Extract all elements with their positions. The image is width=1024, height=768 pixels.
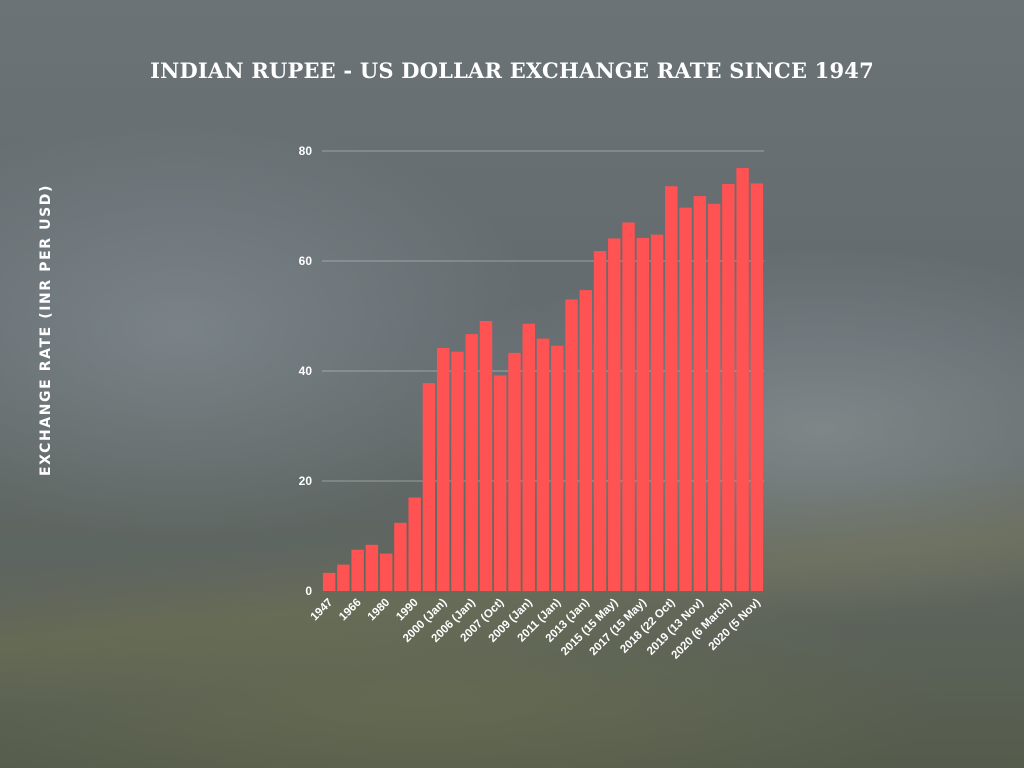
y-tick-label: 60 [299, 254, 313, 268]
x-tick-label: 1990 [394, 597, 421, 624]
y-tick-labels: 0 20 40 60 80 [299, 144, 313, 598]
bar [679, 207, 692, 591]
bar [465, 334, 478, 591]
bar [650, 234, 664, 591]
bar [408, 497, 421, 591]
bar [593, 251, 607, 591]
bar [722, 184, 735, 591]
x-tick-label: 1947 [309, 597, 336, 624]
bar [394, 522, 407, 591]
bar [608, 238, 621, 591]
bar [365, 544, 379, 591]
chart-title: INDIAN RUPEE - US DOLLAR EXCHANGE RATE S… [150, 58, 874, 83]
bar [351, 549, 364, 591]
bar [479, 320, 493, 591]
bar [436, 347, 450, 591]
bar [522, 323, 535, 591]
bar [750, 183, 764, 591]
bar [707, 203, 721, 592]
bar [736, 168, 749, 592]
bar [636, 237, 650, 591]
x-tick-label: 1980 [366, 597, 393, 624]
bar [379, 553, 393, 591]
bar [422, 383, 436, 591]
bar [622, 222, 635, 591]
y-tick-label: 20 [299, 474, 313, 488]
bar [565, 299, 578, 591]
bar [494, 375, 507, 591]
x-tick-label: 2020 (5 Nov) [707, 597, 764, 654]
x-tick-label: 1966 [337, 597, 364, 624]
bars [322, 168, 764, 592]
bar [579, 290, 593, 591]
y-tick-label: 0 [305, 584, 312, 598]
bar [551, 345, 564, 591]
bar [536, 338, 550, 591]
y-tick-label: 80 [299, 144, 313, 158]
y-tick-label: 40 [299, 364, 313, 378]
bar [322, 572, 336, 591]
bar [665, 186, 678, 591]
bar [337, 564, 350, 591]
bar [693, 196, 707, 591]
bar [451, 351, 464, 591]
bar [508, 352, 521, 591]
